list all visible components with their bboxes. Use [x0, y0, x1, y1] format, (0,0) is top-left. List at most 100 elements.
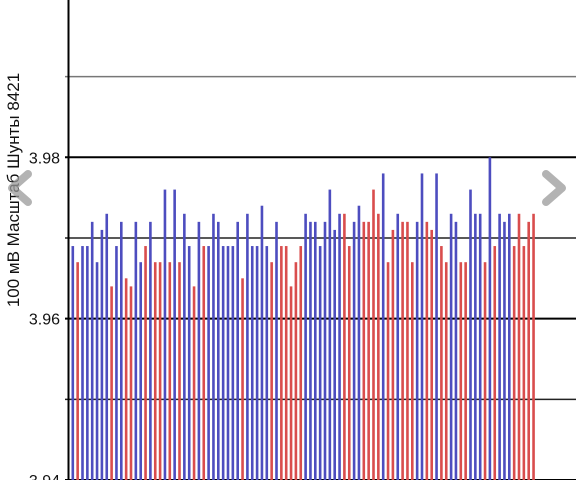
bar: [318, 246, 322, 480]
bar: [76, 262, 79, 480]
bar: [314, 221, 317, 480]
bar: [352, 221, 356, 480]
bar: [294, 262, 298, 480]
bar: [284, 246, 288, 480]
bar: [197, 221, 201, 480]
bar: [217, 221, 220, 480]
bar: [488, 157, 492, 480]
bar: [187, 246, 191, 480]
bar: [411, 262, 414, 480]
y-tick-label: 3.96: [29, 312, 60, 329]
bar: [464, 262, 467, 480]
bar: [498, 213, 501, 480]
bar: [144, 246, 147, 480]
bar: [333, 229, 336, 480]
bar: [328, 189, 332, 480]
bar: [435, 173, 438, 480]
bar: [527, 221, 530, 480]
bar: [149, 221, 152, 480]
bar: [139, 262, 142, 480]
bar: [532, 213, 535, 480]
bar: [115, 246, 118, 480]
bar: [178, 262, 181, 480]
bar: [192, 286, 196, 480]
bar: [260, 205, 264, 480]
bar: [372, 189, 375, 480]
bar: [153, 262, 157, 480]
bar: [270, 262, 273, 480]
bar: [444, 262, 448, 480]
chevron-left-icon[interactable]: [2, 168, 38, 208]
bar: [207, 246, 210, 480]
bar: [459, 262, 463, 480]
bar: [299, 246, 303, 480]
bar: [255, 246, 259, 480]
chevron-right-icon[interactable]: [536, 168, 572, 208]
bar: [396, 213, 400, 480]
bar: [81, 246, 84, 480]
bar: [391, 229, 395, 480]
bar: [168, 262, 172, 480]
bar: [406, 221, 409, 480]
bar: [100, 229, 104, 480]
bar: [221, 246, 225, 480]
bar: [430, 229, 433, 480]
bar: [469, 189, 472, 480]
bar: [250, 246, 254, 480]
bar: [367, 221, 370, 480]
bar: [71, 246, 75, 480]
bar: [415, 221, 419, 480]
bar: [120, 221, 123, 480]
bar: [212, 213, 215, 480]
bar: [134, 221, 138, 480]
bar: [86, 246, 89, 480]
bar: [241, 278, 244, 480]
bar: [386, 262, 390, 480]
bar: [129, 286, 133, 480]
bar: [231, 246, 235, 480]
bar: [280, 246, 283, 480]
bar: [401, 221, 404, 480]
bar-series: [71, 157, 535, 480]
bar: [377, 213, 380, 480]
bar: [304, 213, 307, 480]
bar: [90, 221, 94, 480]
bar: [362, 221, 366, 480]
bar: [338, 213, 341, 480]
bar: [202, 246, 206, 480]
bar: [508, 213, 511, 480]
bar: [522, 246, 526, 480]
bar: [381, 173, 385, 480]
bar: [517, 213, 521, 480]
bar: [275, 221, 278, 480]
bar: [158, 262, 162, 480]
bar: [183, 213, 186, 480]
bar: [309, 221, 312, 480]
bar: [323, 221, 327, 480]
bar: [512, 246, 516, 480]
bar: [493, 246, 497, 480]
bar: [163, 189, 167, 480]
bar: [347, 246, 351, 480]
bar: [226, 246, 230, 480]
bar: [105, 213, 109, 480]
y-tick-label: 3.98: [29, 150, 60, 167]
bar: [236, 221, 239, 480]
bar: [474, 213, 477, 480]
bar: [420, 173, 424, 480]
bar: [124, 278, 128, 480]
bar: [425, 221, 429, 480]
bar: [95, 262, 99, 480]
bar: [289, 286, 293, 480]
bar: [454, 221, 458, 480]
bar: [478, 213, 482, 480]
y-tick-label: 3.94: [29, 473, 60, 480]
bar: [357, 205, 361, 480]
bar: [503, 221, 506, 480]
bar: [449, 213, 453, 480]
bar: [110, 286, 113, 480]
bar: [483, 262, 487, 480]
bar: [440, 246, 443, 480]
bar: [265, 246, 269, 480]
